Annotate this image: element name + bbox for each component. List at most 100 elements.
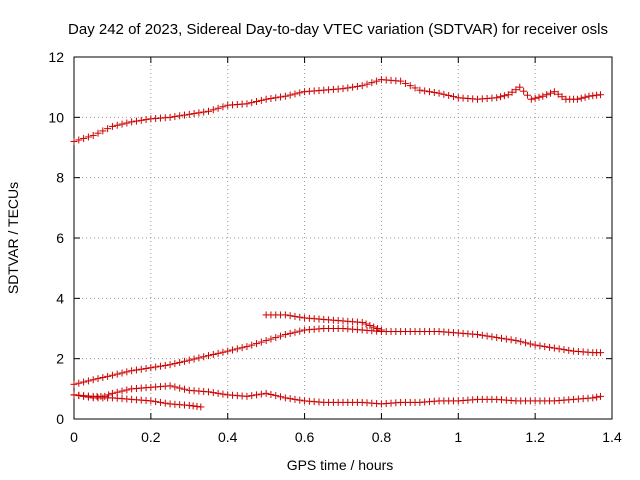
data-point-interp	[248, 99, 256, 107]
data-points	[70, 76, 604, 411]
data-point-interp	[555, 345, 563, 353]
data-point	[128, 118, 136, 126]
data-point-interp	[517, 338, 525, 346]
data-point	[89, 131, 97, 139]
y-tick-label: 10	[48, 109, 64, 125]
data-point-interp	[277, 393, 285, 401]
data-point-interp	[152, 398, 160, 406]
data-point	[585, 92, 593, 100]
data-point-interp	[483, 332, 491, 340]
data-point-interp	[257, 390, 265, 398]
data-point	[243, 343, 251, 351]
data-point-interp	[512, 86, 520, 94]
data-point	[474, 331, 481, 339]
data-point	[147, 397, 155, 405]
data-point-interp	[200, 353, 208, 361]
data-point-interp	[577, 94, 585, 102]
data-point-interp	[296, 89, 304, 97]
data-point	[89, 376, 97, 384]
y-tick-label: 8	[56, 170, 64, 186]
data-point-interp	[478, 331, 486, 339]
data-point-interp	[180, 385, 188, 393]
data-point-interp	[137, 116, 145, 124]
data-point-interp	[233, 345, 241, 353]
data-point	[416, 86, 424, 94]
data-point	[435, 89, 443, 97]
data-point	[527, 95, 535, 103]
data-point-interp	[80, 392, 88, 400]
data-point-interp	[195, 354, 203, 362]
data-point-interp	[123, 368, 131, 376]
data-point-interp	[253, 391, 261, 399]
data-point-interp	[368, 79, 376, 87]
data-point-interp	[190, 110, 198, 118]
data-point-interp	[535, 93, 543, 101]
data-point-interp	[142, 116, 150, 124]
data-point-interp	[344, 84, 352, 92]
x-axis-label: GPS time / hours	[287, 457, 394, 473]
data-point-interp	[291, 395, 299, 403]
data-point	[550, 344, 558, 352]
x-tick-label: 1	[454, 429, 462, 445]
data-point	[70, 391, 78, 399]
data-point-interp	[214, 349, 222, 357]
y-axis-label: SDTVAR / TECUs	[5, 182, 21, 294]
data-point-interp	[209, 106, 217, 114]
data-point	[358, 82, 366, 90]
data-point	[377, 326, 385, 334]
data-point	[281, 394, 289, 402]
data-point	[589, 394, 597, 402]
data-point-interp	[132, 366, 140, 374]
y-tick-label: 2	[56, 351, 64, 367]
y-tick-label: 0	[56, 411, 64, 427]
data-point-interp	[209, 351, 217, 359]
data-point-interp	[84, 377, 92, 385]
data-point-interp	[565, 346, 573, 354]
data-point	[224, 347, 232, 355]
data-point-interp	[421, 87, 429, 95]
data-point-interp	[137, 365, 145, 373]
data-point-interp	[229, 346, 237, 354]
data-point-interp	[363, 80, 371, 88]
data-point-interp	[373, 77, 381, 85]
data-point	[197, 403, 205, 411]
data-point	[281, 92, 289, 100]
data-point-interp	[430, 88, 438, 96]
data-point-interp	[543, 91, 551, 99]
data-point	[493, 94, 501, 102]
y-tick-labels: 0 2 4 6 8 10 12	[48, 49, 64, 427]
data-point-interp	[349, 83, 357, 91]
data-point-interp	[75, 136, 83, 144]
data-point-interp	[118, 369, 126, 377]
data-point-interp	[353, 82, 361, 90]
data-point-interp	[257, 338, 265, 346]
data-point	[512, 337, 520, 345]
data-point	[205, 388, 212, 396]
data-point-interp	[560, 346, 568, 354]
x-tick-label: 1.2	[525, 429, 545, 445]
data-point	[166, 361, 174, 369]
data-point	[281, 311, 289, 319]
data-point-interp	[488, 333, 496, 341]
data-point-interp	[286, 312, 294, 320]
data-point-interp	[508, 88, 516, 96]
data-point	[370, 323, 378, 331]
data-point-interp	[520, 87, 528, 95]
data-point-interp	[190, 355, 198, 363]
data-point-interp	[554, 90, 562, 98]
x-tick-labels: 0 0.2 0.4 0.6 0.8 1 1.2 1.4	[70, 429, 622, 445]
data-point	[531, 341, 539, 349]
data-point	[243, 100, 251, 108]
x-tick-label: 0	[70, 429, 78, 445]
data-point	[147, 364, 155, 372]
data-point-interp	[449, 93, 457, 101]
data-point-interp	[536, 342, 544, 350]
data-point-interp	[200, 108, 208, 116]
data-point-interp	[248, 392, 256, 400]
data-point-interp	[411, 84, 419, 92]
data-point-interp	[522, 339, 530, 347]
data-point-interp	[113, 370, 121, 378]
chart-title: Day 242 of 2023, Sidereal Day-to-day VTE…	[68, 21, 608, 38]
data-point-interp	[171, 113, 179, 121]
